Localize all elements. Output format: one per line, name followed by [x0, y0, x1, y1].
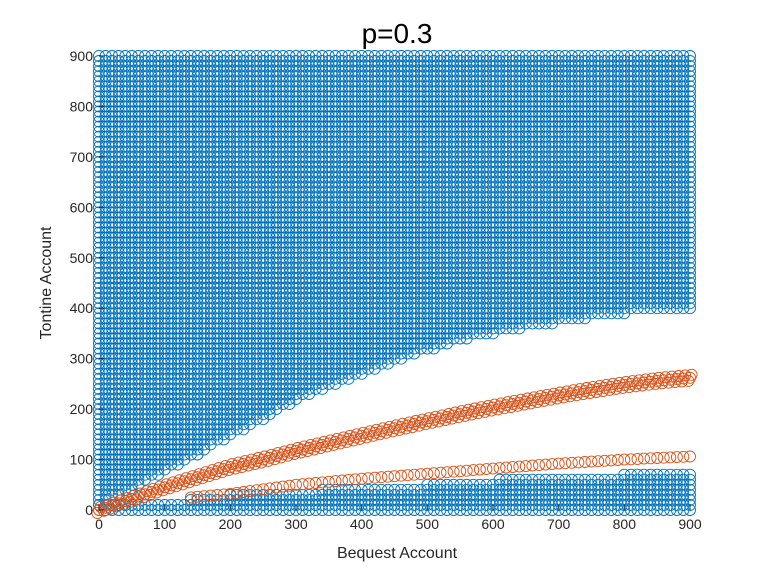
- chart-title: p=0.3: [362, 18, 433, 49]
- chart-marks: [91, 50, 698, 519]
